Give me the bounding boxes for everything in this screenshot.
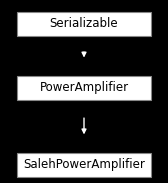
FancyBboxPatch shape xyxy=(17,153,151,177)
Text: SalehPowerAmplifier: SalehPowerAmplifier xyxy=(23,158,145,171)
FancyBboxPatch shape xyxy=(17,76,151,100)
Text: Serializable: Serializable xyxy=(50,17,118,30)
Text: PowerAmplifier: PowerAmplifier xyxy=(39,81,129,94)
FancyBboxPatch shape xyxy=(17,12,151,36)
